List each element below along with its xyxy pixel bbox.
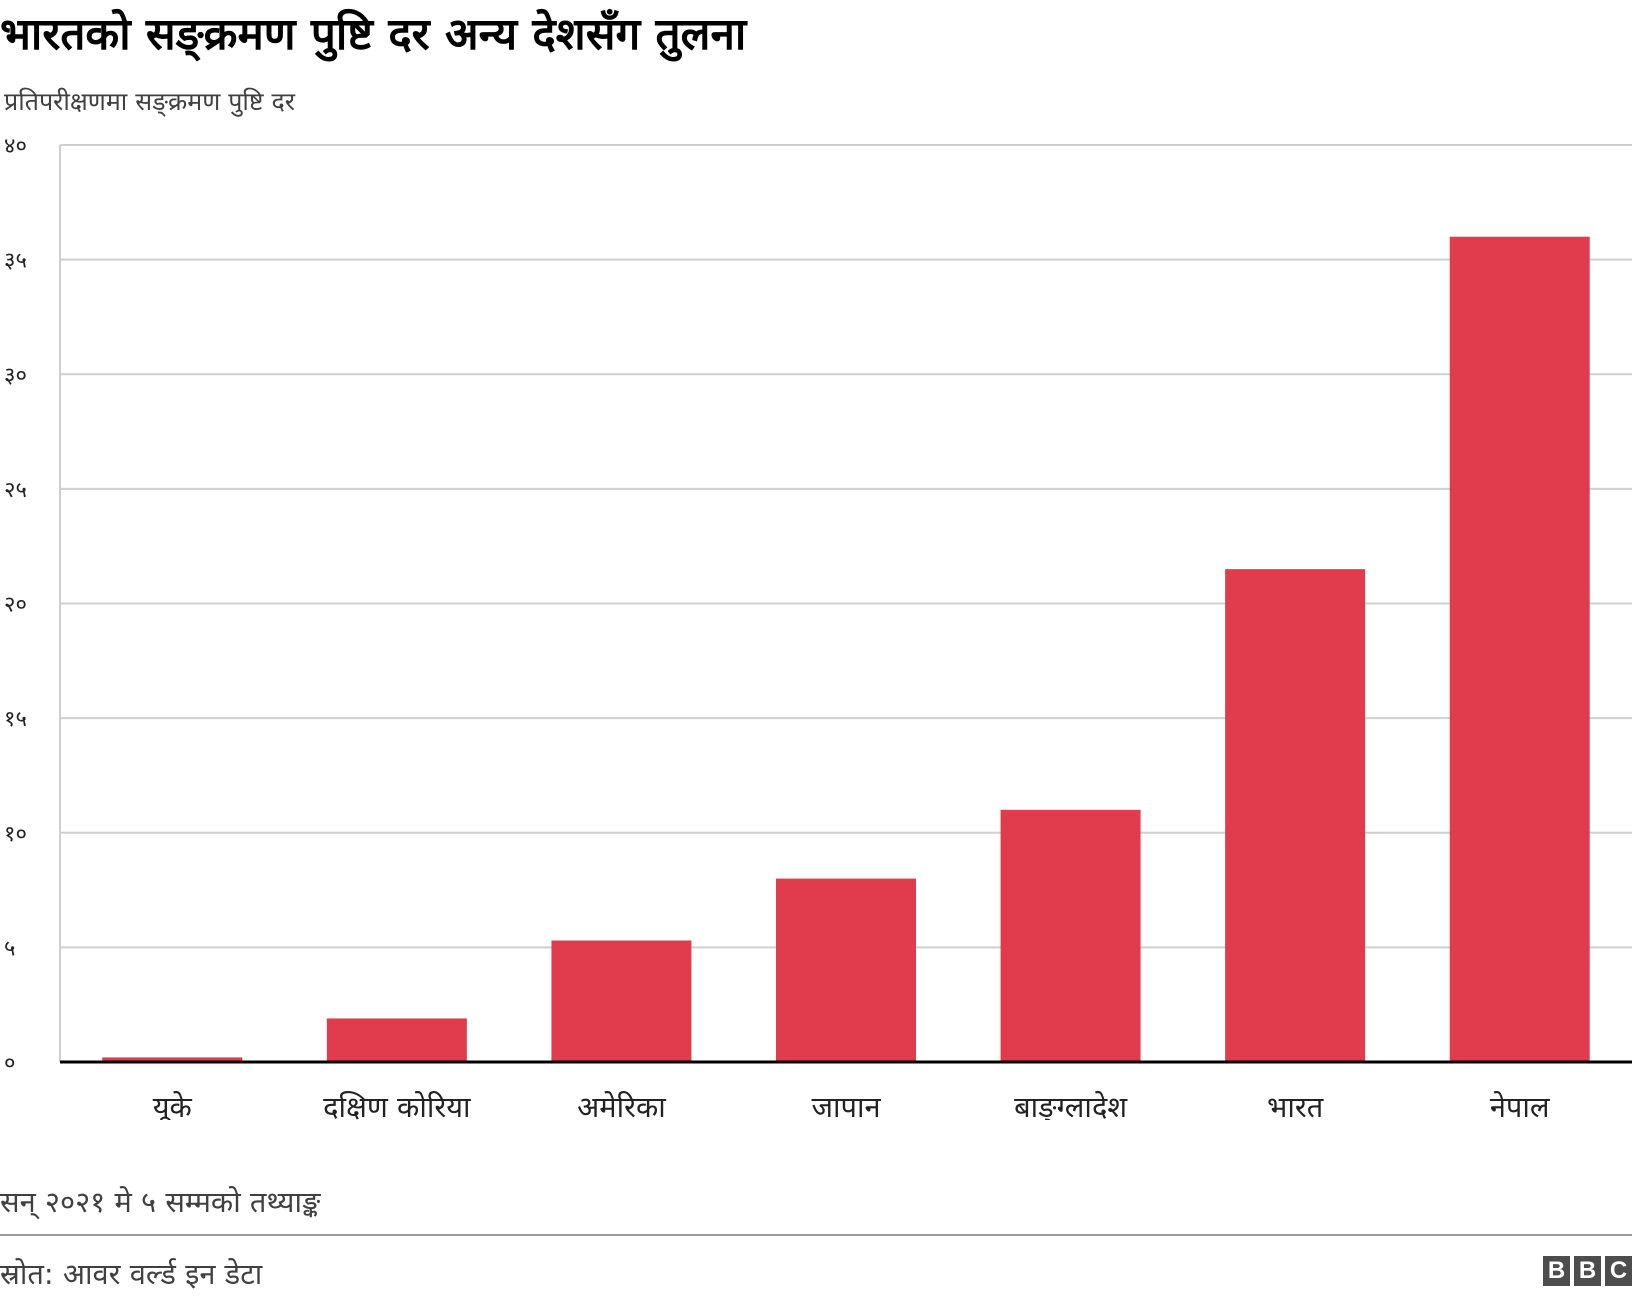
chart-subtitle: प्रतिपरीक्षणमा सङ्क्रमण पुष्टि दर [4,87,295,116]
bar [1000,809,1141,1062]
x-category-label: दक्षिण कोरिया [323,1090,471,1120]
bar [551,940,692,1062]
bar [102,1057,243,1062]
y-tick-label: ० [4,1051,15,1076]
bar [1225,569,1366,1062]
y-tick-label: २५ [4,478,27,503]
y-tick-label: ३५ [4,249,27,274]
y-tick-label: ४० [4,134,27,159]
y-axis-ticks: ० ५ १० १५ २० २५ ३० ३५ ४० [4,134,27,1076]
x-category-label: यूके [153,1090,193,1120]
bar [326,1018,467,1062]
gridlines [59,144,1632,1062]
x-category-label: जापान [811,1090,881,1120]
x-category-label: भारत [1267,1090,1324,1120]
bar [776,878,916,1062]
bbc-logo-letter: B [1574,1256,1601,1286]
x-category-label: बाङ्ग्लादेश [1014,1090,1128,1120]
bar-chart: ० ५ १० १५ २० २५ ३० ३५ ४० यूके दक्षिण कोरिया अमेरिक… [4,134,1632,1120]
bar [1449,236,1590,1062]
data-date-note: सन् २०२१ मे ५ सम्मको तथ्याङ्क [0,1185,321,1219]
footer-divider [0,1234,1632,1236]
bbc-logo-letter: B [1543,1256,1570,1286]
bars [102,236,1590,1062]
bbc-logo-letter: C [1605,1256,1632,1286]
y-tick-label: १५ [4,707,27,732]
y-tick-label: २० [4,593,27,618]
bbc-logo: B B C [1543,1256,1632,1286]
source-note: स्रोत: आवर वर्ल्ड इन डेटा [0,1257,263,1291]
x-axis-labels: यूके दक्षिण कोरिया अमेरिका जापान बाङ्ग्लादेश… [153,1090,1551,1120]
y-tick-label: ३० [4,363,27,388]
x-category-label: नेपाल [1490,1090,1551,1120]
chart-title: भारतको सङ्क्रमण पुष्टि दर अन्य देशसँग तु… [0,9,747,60]
x-category-label: अमेरिका [577,1090,666,1120]
y-tick-label: ५ [4,936,15,961]
y-tick-label: १० [4,822,27,847]
